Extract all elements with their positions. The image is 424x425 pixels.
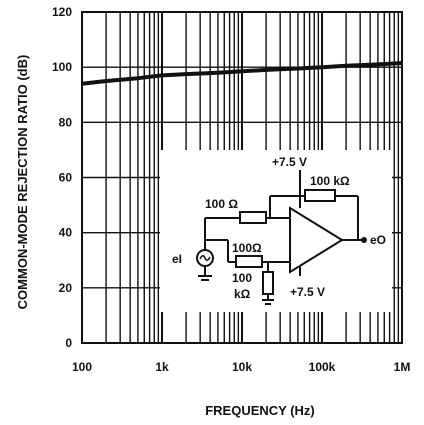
x-tick-label: 1k <box>155 360 169 374</box>
input-resistor-bottom-label: 100Ω <box>232 241 262 255</box>
input-resistor-bottom <box>235 255 263 268</box>
x-tick-label: 100k <box>309 360 336 374</box>
ground-resistor-value-label: 100 <box>232 271 252 285</box>
y-tick-label: 100 <box>52 60 72 74</box>
y-tick-label: 120 <box>52 5 72 19</box>
x-tick-label: 1M <box>394 360 411 374</box>
feedback-resistor <box>304 189 336 202</box>
cmrr-curve <box>81 61 403 86</box>
circuit-background <box>160 150 392 312</box>
x-tick-label: 100 <box>72 360 92 374</box>
output-label: eO <box>370 233 386 247</box>
curve-layer <box>81 61 403 86</box>
y-tick-label: 20 <box>59 281 73 295</box>
ground-resistor-unit-label: kΩ <box>234 287 251 301</box>
plot-frame <box>81 11 403 344</box>
tick-label-layer: 0 20 40 60 80 100 120 100 1k 10k 100k 1M <box>52 5 410 374</box>
output-terminal <box>361 237 367 243</box>
supply-bottom-label: +7.5 V <box>290 285 325 299</box>
circuit-inset: +7.5 V 100 kΩ 100 Ω eO eI 100Ω 100 <box>160 150 392 312</box>
y-tick-label: 60 <box>59 171 73 185</box>
supply-top-label: +7.5 V <box>272 155 307 169</box>
ground-resistor <box>262 271 274 295</box>
x-axis-label: FREQUENCY (Hz) <box>205 403 315 418</box>
y-axis-label: COMMON-MODE REJECTION RATIO (dB) <box>15 55 30 310</box>
op-amp-triangle <box>289 206 344 274</box>
x-tick-label: 10k <box>232 360 252 374</box>
input-resistor-top <box>239 211 267 224</box>
input-source-symbol <box>199 255 211 261</box>
feedback-resistor-label: 100 kΩ <box>310 174 350 188</box>
input-label: eI <box>172 252 182 266</box>
input-resistor-top-label: 100 Ω <box>205 197 238 211</box>
y-tick-label: 40 <box>59 226 73 240</box>
y-tick-label: 0 <box>65 336 72 350</box>
y-tick-label: 80 <box>59 115 73 129</box>
